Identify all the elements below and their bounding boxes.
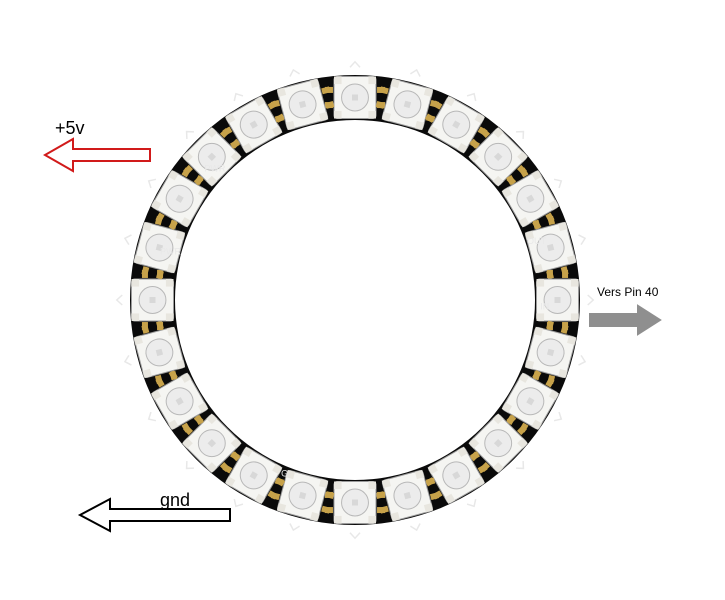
arrow-power (45, 139, 150, 171)
arrow-ground (80, 499, 230, 531)
label-ground: gnd (160, 490, 190, 511)
diagram-canvas: PWRPWROUTING +5v gnd Vers Pin 40 (0, 0, 725, 600)
arrow-data (590, 306, 660, 334)
label-data: Vers Pin 40 (597, 285, 658, 299)
label-power: +5v (55, 118, 85, 139)
arrows-layer (0, 0, 725, 600)
